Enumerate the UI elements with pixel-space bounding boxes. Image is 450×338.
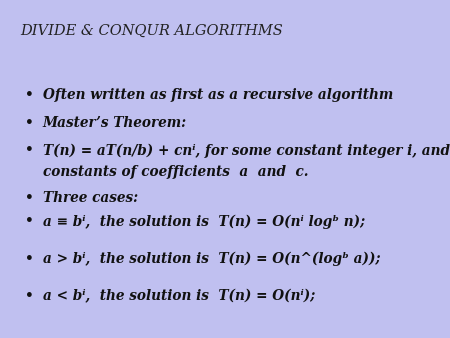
Text: a ≡ bⁱ,  the solution is  T(n) = O(nⁱ logᵇ n);: a ≡ bⁱ, the solution is T(n) = O(nⁱ logᵇ… [43, 214, 365, 228]
Text: •: • [25, 191, 33, 205]
Text: DIVIDE & CONQUR ALGORITHMS: DIVIDE & CONQUR ALGORITHMS [20, 24, 283, 38]
Text: •: • [25, 116, 33, 130]
Text: Three cases:: Three cases: [43, 191, 138, 205]
Text: •: • [25, 214, 33, 228]
Text: Often written as first as a recursive algorithm: Often written as first as a recursive al… [43, 88, 393, 102]
Text: •: • [25, 289, 33, 303]
Text: a > bⁱ,  the solution is  T(n) = O(n^(logᵇ a));: a > bⁱ, the solution is T(n) = O(n^(logᵇ… [43, 251, 380, 266]
Text: •: • [25, 143, 33, 158]
Text: a < bⁱ,  the solution is  T(n) = O(nⁱ);: a < bⁱ, the solution is T(n) = O(nⁱ); [43, 289, 315, 303]
Text: •: • [25, 251, 33, 266]
Text: T(n) = aT(n/b) + cnⁱ, for some constant integer i, and: T(n) = aT(n/b) + cnⁱ, for some constant … [43, 143, 450, 158]
Text: •: • [25, 88, 33, 102]
Text: constants of coefficients  a  and  c.: constants of coefficients a and c. [43, 165, 308, 179]
Text: Master’s Theorem:: Master’s Theorem: [43, 116, 187, 130]
